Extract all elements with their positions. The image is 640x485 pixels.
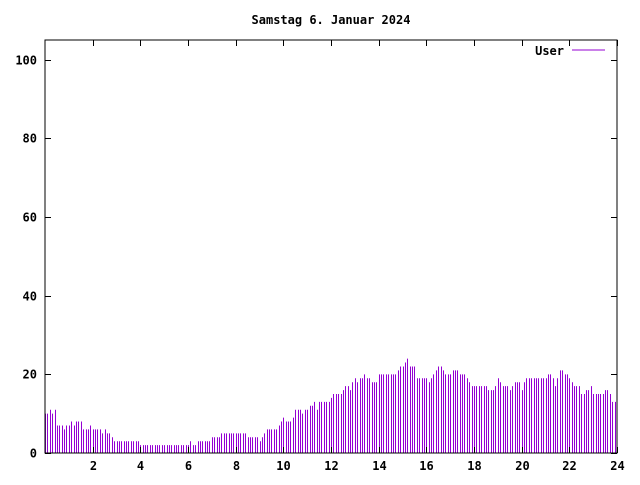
x-tick-label: 14	[372, 459, 386, 473]
x-tick-label: 10	[276, 459, 290, 473]
bars-layer	[45, 358, 616, 453]
x-tick-label: 24	[610, 459, 624, 473]
y-tick-label: 80	[23, 132, 37, 146]
x-tick-label: 2	[90, 459, 97, 473]
plot-frame	[44, 39, 618, 454]
x-tick-label: 22	[562, 459, 576, 473]
y-tick-label: 60	[23, 211, 37, 225]
chart-title: Samstag 6. Januar 2024	[252, 13, 411, 27]
y-tick-label: 0	[30, 447, 37, 461]
legend: User	[535, 44, 605, 58]
x-tick-label: 8	[233, 459, 240, 473]
y-tick-label: 40	[23, 290, 37, 304]
y-tick-label: 100	[15, 54, 37, 68]
x-tick-label: 6	[185, 459, 192, 473]
x-tick-label: 16	[419, 459, 433, 473]
x-tick-label: 4	[137, 459, 144, 473]
x-tick-label: 12	[324, 459, 338, 473]
x-tick-label: 18	[467, 459, 481, 473]
x-tick-label: 20	[515, 459, 529, 473]
y-tick-label: 20	[23, 368, 37, 382]
legend-label: User	[535, 44, 564, 58]
